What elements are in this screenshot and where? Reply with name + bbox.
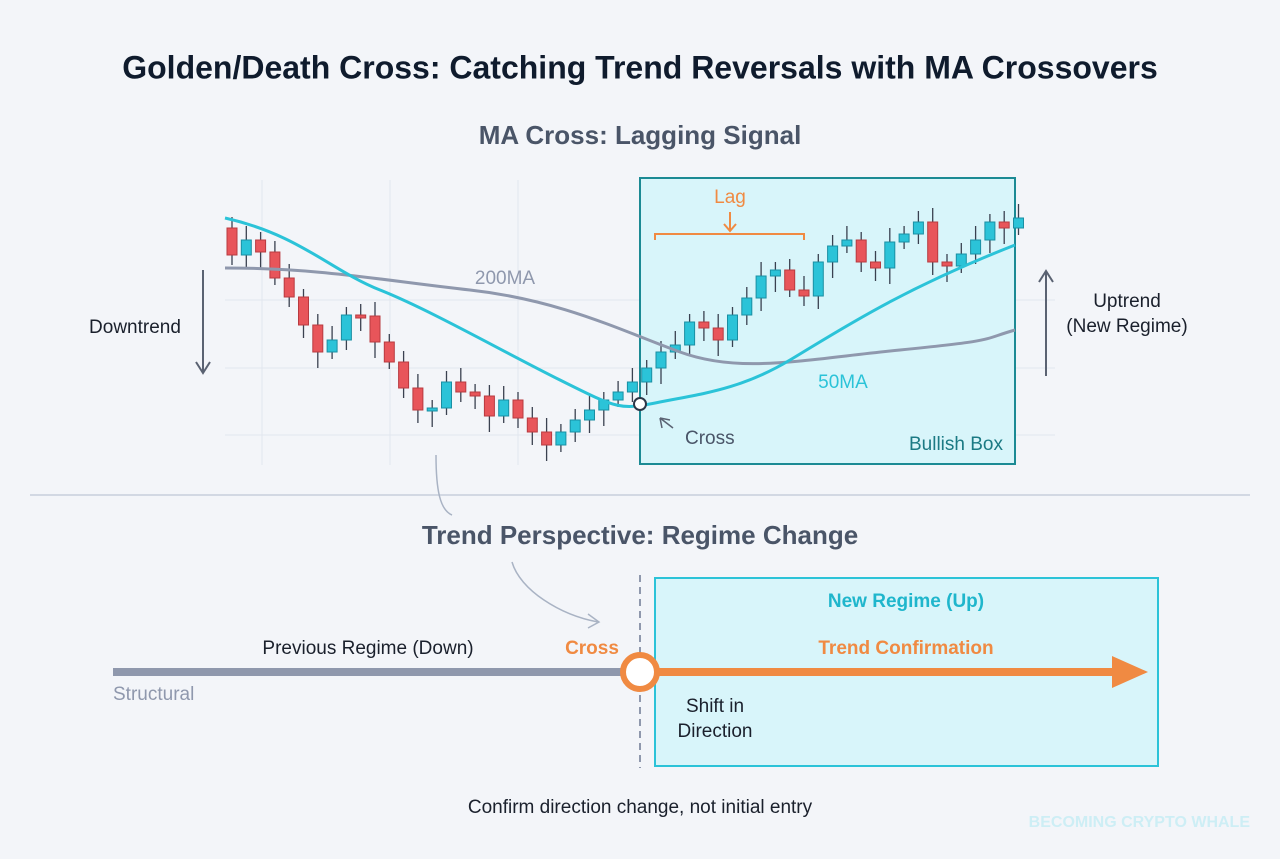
cross-label: Cross <box>565 638 619 659</box>
panel-title: MA Cross: Lagging Signal <box>479 120 802 150</box>
candle-body <box>855 239 867 263</box>
structural-label: Structural <box>113 684 194 705</box>
candle-body <box>741 297 753 316</box>
lag-bracket <box>654 233 805 240</box>
candle-body <box>755 275 767 299</box>
panel-title: Trend Perspective: Regime Change <box>422 520 858 550</box>
candle-body <box>569 419 581 433</box>
candle-body <box>912 221 924 235</box>
candle-body <box>426 407 438 412</box>
cross-marker <box>620 652 660 692</box>
watermark: BECOMING CRYPTO WHALE <box>1029 814 1251 831</box>
candle-body <box>984 221 996 241</box>
candle-body <box>455 381 467 393</box>
candle-body <box>812 261 824 297</box>
candle-body <box>1013 217 1024 229</box>
candle-body <box>369 315 381 343</box>
candle-body <box>541 431 553 446</box>
candle-body <box>641 367 653 383</box>
footer: Confirm direction change, not initial en… <box>468 797 813 818</box>
up-arrow <box>1038 269 1054 376</box>
lag-arrow <box>723 212 737 233</box>
candle-body <box>584 409 595 421</box>
cross-label: Cross <box>685 428 735 449</box>
candle-body <box>998 221 1010 229</box>
candle-body <box>841 239 853 247</box>
candle-body <box>684 321 696 346</box>
new-regime-label: New Regime (Up) <box>828 591 984 612</box>
candle-body <box>784 269 796 291</box>
candle-body <box>398 361 410 389</box>
candle-body <box>927 221 939 263</box>
downtrend-label: Downtrend <box>89 317 181 338</box>
previous-regime-label: Previous Regime (Down) <box>262 638 473 659</box>
bullish-box <box>639 177 1016 465</box>
candle-body <box>469 391 481 397</box>
candle-body <box>555 431 567 446</box>
candle-body <box>626 381 638 393</box>
main-title: Golden/Death Cross: Catching Trend Rever… <box>122 49 1158 85</box>
confirmation-label: Trend Confirmation <box>818 638 993 659</box>
candle-body <box>827 245 839 263</box>
box-label: Bullish Box <box>909 434 1003 455</box>
connector-arrow <box>511 561 601 629</box>
candle-body <box>269 251 281 279</box>
candle-body <box>712 327 724 341</box>
candle-body <box>240 239 252 256</box>
connector <box>435 454 453 516</box>
ma50-line <box>224 216 1016 408</box>
candle-body <box>326 339 338 353</box>
candle-body <box>698 321 710 329</box>
candle-body <box>512 399 524 419</box>
candle-body <box>941 261 953 267</box>
down-arrow <box>195 270 211 375</box>
trend-arrow-head <box>1112 656 1148 688</box>
candle-body <box>727 314 738 341</box>
candle-body <box>798 289 810 297</box>
candle-body <box>483 395 495 417</box>
candle-body <box>498 399 510 417</box>
candle-body <box>355 314 367 319</box>
uptrend-label: (New Regime) <box>1066 316 1187 337</box>
candle-body <box>412 387 424 411</box>
candle-body <box>612 391 624 401</box>
candle-body <box>283 277 295 298</box>
uptrend-label: Uptrend <box>1093 291 1161 312</box>
candle-body <box>884 241 896 269</box>
ma200-label: 200MA <box>475 268 536 289</box>
candle-body <box>526 417 538 433</box>
shift-label: Direction <box>678 721 753 742</box>
candle-body <box>655 351 667 369</box>
candle-body <box>870 261 881 269</box>
candle-body <box>769 269 781 277</box>
ma50-label: 50MA <box>818 372 868 393</box>
cross-point <box>633 397 647 411</box>
candle-body <box>312 324 324 353</box>
candle-body <box>340 314 352 341</box>
lag-label: Lag <box>714 187 746 208</box>
cross-pointer <box>659 417 674 429</box>
candle-body <box>970 239 982 255</box>
candle-body <box>383 341 395 363</box>
candle-body <box>226 227 238 256</box>
candle-body <box>255 239 267 253</box>
candle-body <box>898 233 910 243</box>
candle-body <box>298 296 309 326</box>
candle-body <box>441 381 452 409</box>
candles <box>226 204 1024 461</box>
ma200-line <box>224 266 1016 366</box>
shift-label: Shift in <box>686 696 744 717</box>
